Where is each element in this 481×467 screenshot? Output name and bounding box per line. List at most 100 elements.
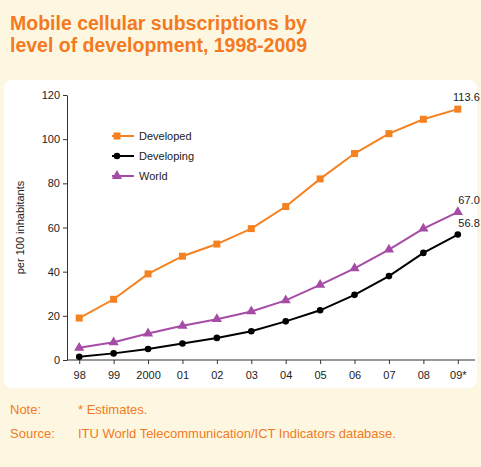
marker [420,116,427,123]
data-label: 56.8 [458,217,479,229]
plot-area [74,106,463,360]
marker [76,353,83,360]
x-tick-label: 06 [349,369,361,381]
x-tick: 01 [177,360,189,381]
x-tick: 09* [450,360,467,381]
x-tick: 07 [383,360,395,381]
marker [317,307,324,314]
x-tick-mark [389,360,390,364]
marker [349,262,359,271]
marker [248,225,255,232]
y-tick: 80 [48,177,67,189]
x-tick: 03 [246,360,258,381]
marker [317,175,324,182]
x-tick-label: 01 [177,369,189,381]
series-line [79,212,458,348]
marker [384,244,394,253]
data-label: 113.6 [453,91,480,103]
x-tick-mark [251,360,252,364]
x-tick-mark [286,360,287,364]
marker [248,328,255,335]
y-tick-label: 100 [42,133,60,145]
marker [282,203,289,210]
x-tick-label: 07 [383,369,395,381]
title-line: level of development, 1998-2009 [10,34,307,56]
y-tick-label: 0 [54,354,60,366]
marker [76,315,83,322]
marker [281,294,291,303]
marker [110,350,117,357]
x-tick-label: 2000 [136,369,160,381]
x-tick-mark [114,360,115,364]
x-tick-label: 04 [280,369,292,381]
chart: Mobile cellular subscriptions bylevel of… [0,0,481,467]
marker [420,250,427,257]
legend-marker [114,153,121,160]
y-axis-line [67,96,68,361]
x-tick-label: 02 [211,369,223,381]
x-tick-mark [320,360,321,364]
marker [351,150,358,157]
marker [385,130,392,137]
x-tick: 2000 [136,360,160,381]
y-axis-title: per 100 inhabitants [14,180,26,274]
marker [453,206,463,215]
y-tick-label: 20 [48,310,60,322]
x-tick: 98 [74,360,86,381]
x-tick: 08 [418,360,430,381]
x-tick-label: 08 [418,369,430,381]
marker [212,313,222,322]
marker [282,318,289,325]
y-tick-mark [63,183,67,184]
marker [351,292,358,299]
y-tick: 40 [48,266,67,278]
legend-label: Developing [139,150,194,162]
y-tick-mark [63,360,67,361]
marker [386,273,393,280]
x-tick-mark [148,360,149,364]
y-tick-mark [63,228,67,229]
x-axis: 98992000010203040506070809* [67,360,475,381]
x-tick: 02 [211,360,223,381]
x-tick-mark [217,360,218,364]
marker [143,328,153,337]
y-tick: 0 [54,354,67,366]
marker [110,296,117,303]
marker [109,336,119,345]
title-line: Mobile cellular subscriptions by [10,12,307,34]
note-label: Note: [10,402,41,417]
marker [418,223,428,232]
y-tick-label: 40 [48,266,60,278]
marker [74,342,84,351]
marker [246,306,256,315]
x-tick-mark [79,360,80,364]
x-tick-label: 09* [450,369,467,381]
panel [4,80,477,388]
marker [179,340,186,347]
x-tick-mark [458,360,459,364]
y-tick: 100 [42,133,67,145]
marker [213,241,220,248]
x-axis-line [67,360,475,361]
series-line [79,235,458,357]
x-tick: 06 [349,360,361,381]
marker [214,335,221,342]
note-text: * Estimates. [78,402,147,417]
marker [454,231,461,238]
y-tick: 60 [48,222,67,234]
x-tick-mark [182,360,183,364]
marker [179,253,186,260]
marker [315,279,325,288]
x-tick-mark [355,360,356,364]
x-tick: 05 [315,360,327,381]
title: Mobile cellular subscriptions bylevel of… [10,12,307,56]
x-tick-label: 03 [246,369,258,381]
y-tick-label: 60 [48,222,60,234]
marker [145,346,152,353]
series-line [79,109,458,318]
data-label: 67.0 [458,194,479,206]
y-tick-label: 80 [48,177,60,189]
marker [177,320,187,329]
legend-marker [112,170,122,179]
y-tick-mark [63,272,67,273]
